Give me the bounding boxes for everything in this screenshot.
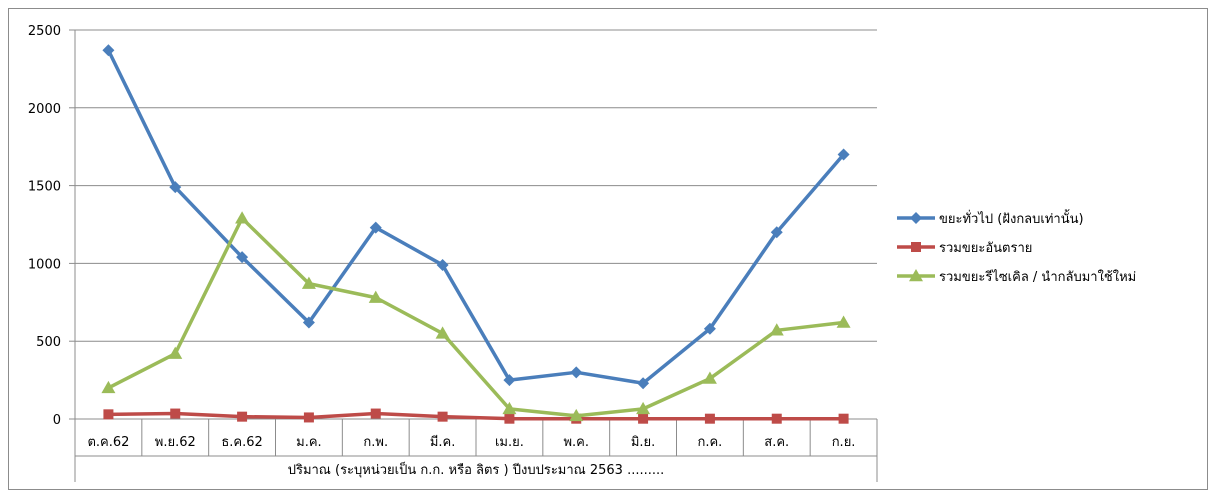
marker-square: [370, 408, 381, 419]
marker-triangle: [235, 211, 250, 224]
marker-diamond: [910, 212, 922, 224]
marker-diamond: [236, 251, 249, 264]
marker-triangle: [435, 326, 450, 339]
marker-triangle: [301, 276, 316, 289]
x-tick-label: พ.ค.: [563, 435, 589, 450]
series-2: [103, 408, 849, 424]
marker-triangle: [702, 371, 717, 384]
marker-diamond: [169, 181, 182, 194]
y-tick-label: 500: [36, 335, 61, 350]
marker-square: [771, 413, 782, 424]
marker-triangle: [909, 269, 923, 282]
series-line: [108, 411, 844, 421]
y-tick-label: 1000: [28, 257, 61, 272]
marker-square: [303, 412, 314, 423]
marker-square: [638, 413, 649, 424]
y-tick-label: 0: [53, 413, 61, 428]
gridlines: [75, 29, 877, 342]
marker-triangle: [168, 346, 183, 359]
x-tick-label: ก.ค.: [697, 435, 722, 450]
marker-square: [103, 409, 114, 420]
axes: 0 500 1000 1500 2000 2500 ต.ค.62 พ.ย.62 ธ.ค.62 ม.…: [28, 24, 878, 482]
x-axis-title: ปริมาณ (ระบุหน่วยเป็น ก.ก. หรือ ลิตร ) ป…: [288, 460, 665, 478]
marker-diamond: [369, 221, 382, 234]
marker-square: [237, 411, 248, 422]
marker-square: [437, 411, 448, 422]
marker-diamond: [570, 366, 583, 379]
x-tick-label: เม.ย.: [495, 435, 524, 450]
x-tick-label: พ.ย.62: [155, 435, 196, 450]
marker-square: [704, 413, 715, 424]
series-layer: [101, 44, 851, 424]
marker-diamond: [770, 226, 783, 239]
marker-square: [504, 413, 515, 424]
legend: ขยะทั่วไป (ฝังกลบเท่านั้น) รวมขยะอันตรายร…: [897, 209, 1136, 285]
x-tick-label: มี.ค.: [430, 434, 456, 450]
marker-diamond: [102, 44, 115, 57]
series-line: [106, 49, 845, 385]
series-3: [101, 211, 851, 422]
x-tick-label: ธ.ค.62: [221, 435, 262, 450]
marker-triangle: [101, 380, 116, 394]
y-tick-label: 2000: [28, 102, 61, 117]
marker-diamond: [637, 377, 650, 390]
marker-square: [838, 413, 849, 424]
marker-triangle: [769, 323, 784, 336]
marker-square: [170, 408, 181, 419]
legend-item-1: ขยะทั่วไป (ฝังกลบเท่านั้น): [897, 209, 1084, 227]
legend-label: รวมขยะอันตราย: [939, 241, 1032, 256]
legend-item-3: รวมขยะรีไซเคิล / นำกลับมาใช้ใหม่: [897, 269, 1136, 285]
chart-frame: [8, 8, 1208, 490]
marker-triangle: [368, 290, 383, 303]
x-tick-label: ม.ค.: [296, 435, 322, 450]
legend-label: ขยะทั่วไป (ฝังกลบเท่านั้น): [939, 209, 1084, 227]
marker-diamond: [436, 258, 449, 271]
legend-item-2: รวมขยะอันตราย: [897, 241, 1032, 256]
x-tick-label: ก.ย.: [832, 435, 856, 450]
marker-diamond: [703, 322, 716, 335]
marker-diamond: [837, 148, 850, 161]
marker-diamond: [302, 316, 315, 329]
y-tick-label: 2500: [28, 24, 61, 39]
x-tick-label: ส.ค.: [764, 435, 789, 450]
x-tick-label: มิ.ย.: [631, 435, 655, 450]
legend-label: รวมขยะรีไซเคิล / นำกลับมาใช้ใหม่: [939, 269, 1136, 285]
marker-triangle: [569, 408, 584, 422]
x-tick-label: ก.พ.: [363, 435, 388, 450]
series-1: [102, 44, 850, 390]
marker-triangle: [502, 401, 517, 415]
marker-square: [911, 242, 921, 252]
marker-triangle: [636, 401, 651, 415]
x-tick-label: ต.ค.62: [87, 435, 129, 450]
series-line: [107, 216, 844, 418]
marker-diamond: [503, 374, 516, 387]
marker-triangle: [836, 315, 851, 328]
y-tick-label: 1500: [28, 180, 61, 195]
